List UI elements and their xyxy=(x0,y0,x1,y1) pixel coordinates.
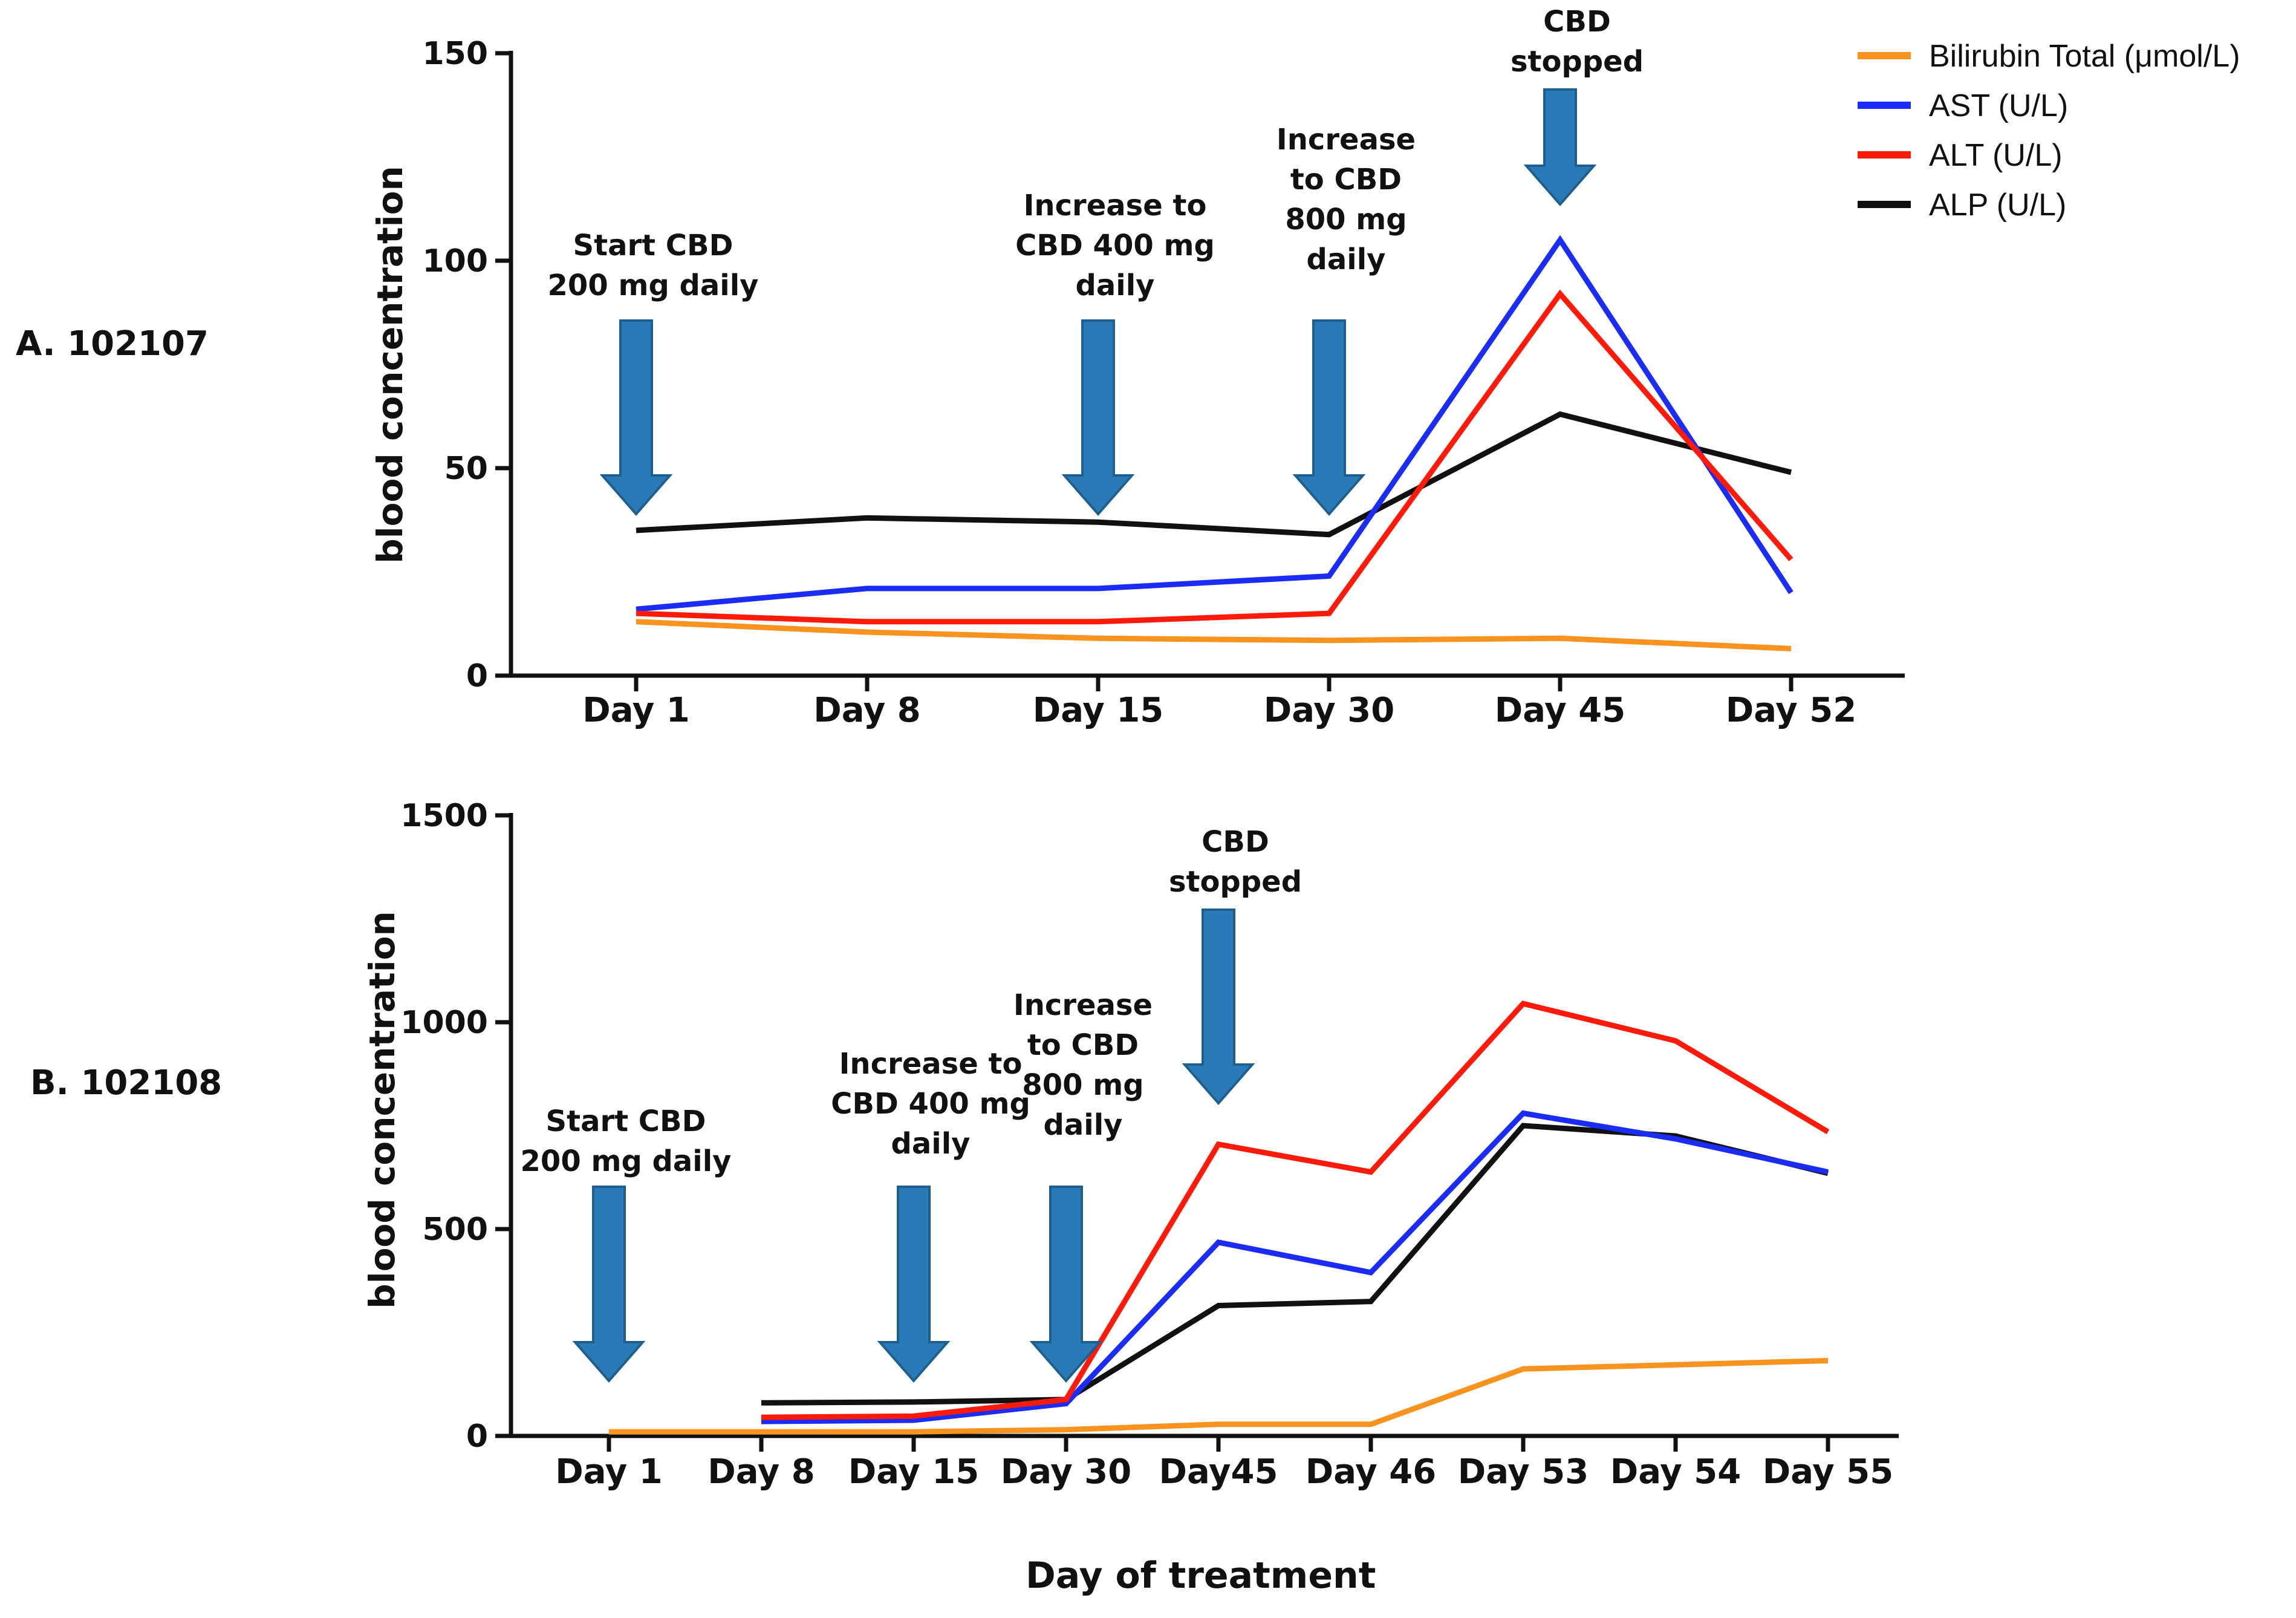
x-tick-label: Day 15 xyxy=(1033,691,1163,730)
y-tick-label: 0 xyxy=(466,1418,488,1455)
x-tick-label: Day 1 xyxy=(555,1452,663,1492)
annotation-text: Start CBD xyxy=(546,1104,706,1138)
annotation-text: 800 mg xyxy=(1022,1068,1143,1102)
y-tick-label: 500 xyxy=(422,1212,488,1248)
annotation-text: stopped xyxy=(1169,865,1302,899)
y-tick-label: 50 xyxy=(444,451,488,487)
annotation-text: daily xyxy=(1076,269,1155,302)
annotation-text: daily xyxy=(1044,1108,1123,1142)
annotation-text: CBD xyxy=(1202,825,1269,859)
panel-a-label: A. 102107 xyxy=(16,324,209,364)
annotation-text: 800 mg xyxy=(1285,203,1407,237)
y-axis-title: blood concentration xyxy=(362,911,403,1309)
y-tick-label: 1500 xyxy=(400,798,488,834)
series-line-alt xyxy=(761,1000,1830,1420)
annotation-arrow xyxy=(1523,88,1597,207)
annotation-arrow xyxy=(599,319,673,517)
annotation-text: daily xyxy=(891,1127,971,1161)
chart-panel-b: 0 500 1000 1500 blood concentration Day 1 Day … xyxy=(362,798,1899,1492)
annotation-arrow xyxy=(1182,908,1255,1106)
legend-label: ALT (U/L) xyxy=(1929,138,2063,173)
x-tick-label: Day 15 xyxy=(848,1452,979,1492)
annotation-arrow xyxy=(572,1186,646,1383)
series-line-ast xyxy=(636,235,1794,612)
panel-b-label: B. 102108 xyxy=(30,1063,223,1103)
x-tick-label: Day 30 xyxy=(1001,1452,1131,1492)
annotation-text: CBD 400 mg xyxy=(831,1087,1030,1121)
annotation-text: Start CBD xyxy=(573,229,733,263)
annotation-text: 200 mg daily xyxy=(548,269,759,302)
annotation-arrow xyxy=(877,1186,951,1383)
x-tick-label: Day 30 xyxy=(1264,691,1394,730)
x-tick-label: Day45 xyxy=(1159,1452,1278,1492)
x-tick-label: Day 55 xyxy=(1763,1452,1893,1492)
x-tick-label: Day 8 xyxy=(707,1452,815,1492)
x-tick-label: Day 8 xyxy=(813,691,921,730)
x-tick-label: Day 1 xyxy=(582,691,690,730)
chart-panel-a: 0 50 100 150 blood concentration Day 1 Day 8 Da… xyxy=(369,5,1905,730)
annotation-text: Increase xyxy=(1276,123,1416,157)
annotation-text: 200 mg daily xyxy=(521,1144,732,1178)
legend-label: AST (U/L) xyxy=(1929,88,2068,123)
y-axis-title: blood concentration xyxy=(369,166,411,564)
series-line-ast xyxy=(761,1110,1829,1424)
annotation-text: to CBD xyxy=(1290,163,1402,197)
annotation-text: Increase to xyxy=(1024,189,1207,223)
x-axis-title: Day of treatment xyxy=(1026,1554,1376,1597)
x-tick-label: Day 52 xyxy=(1726,691,1856,730)
y-tick-label: 1000 xyxy=(400,1005,488,1041)
annotation-arrow xyxy=(1292,319,1366,517)
annotation-text: stopped xyxy=(1511,45,1644,79)
series-line-alp xyxy=(636,411,1792,538)
x-tick-label: Day 46 xyxy=(1306,1452,1436,1492)
series-line-bilirubin xyxy=(636,619,1792,651)
annotation-text: CBD 400 mg xyxy=(1015,229,1215,263)
annotation-text: Increase xyxy=(1013,988,1153,1022)
series-line-alt xyxy=(636,289,1794,625)
annotation-arrow xyxy=(1029,1186,1103,1383)
annotation-text: CBD xyxy=(1543,5,1611,39)
legend-label: Bilirubin Total (μmol/L) xyxy=(1929,39,2240,74)
annotation-text: daily xyxy=(1307,243,1386,276)
y-tick-label: 0 xyxy=(466,658,488,694)
annotation-text: to CBD xyxy=(1027,1028,1139,1062)
x-tick-label: Day 53 xyxy=(1458,1452,1589,1492)
y-tick-label: 100 xyxy=(422,243,488,279)
annotation-arrow xyxy=(1061,319,1135,517)
legend: Bilirubin Total (μmol/L) AST (U/L) ALT (U/… xyxy=(1858,39,2240,223)
annotation-text: Increase to xyxy=(839,1047,1023,1081)
x-tick-label: Day 45 xyxy=(1495,691,1625,730)
legend-label: ALP (U/L) xyxy=(1929,188,2066,223)
x-tick-label: Day 54 xyxy=(1610,1452,1741,1492)
y-tick-label: 150 xyxy=(422,36,488,72)
